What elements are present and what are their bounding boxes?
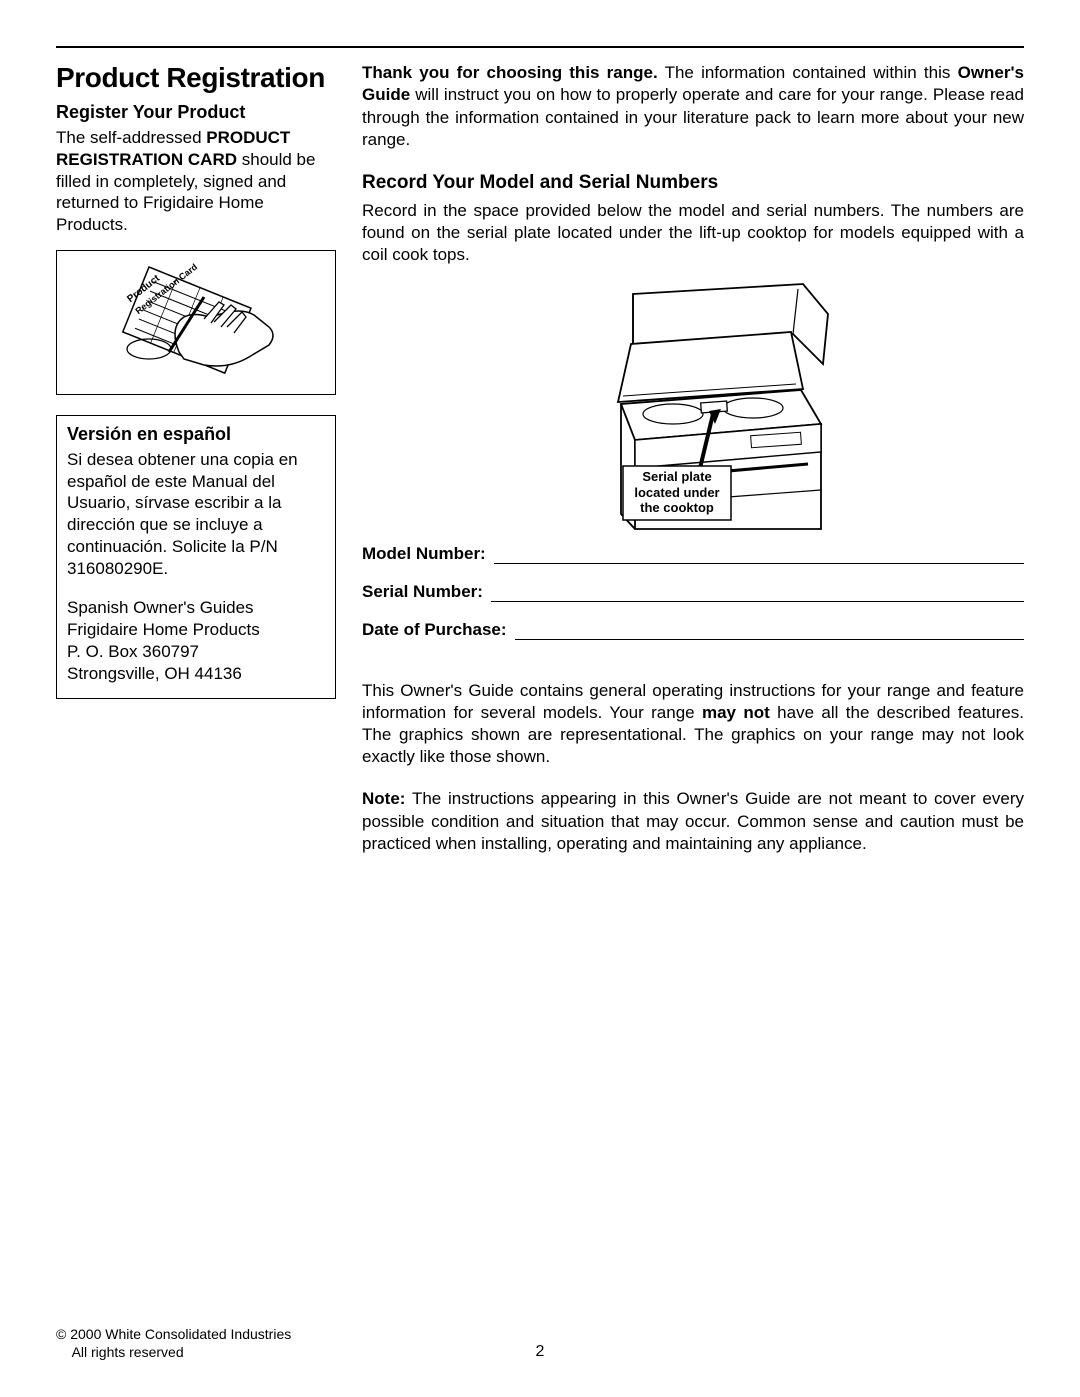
content-columns: Product Registration Register Your Produ…: [56, 62, 1024, 855]
left-column: Product Registration Register Your Produ…: [56, 62, 336, 855]
spanish-box: Versión en español Si desea obtener una …: [56, 415, 336, 700]
registration-card-illustration: Product Registration Card: [56, 250, 336, 395]
intro-paragraph: Thank you for choosing this range. The i…: [362, 62, 1024, 152]
range-illustration-icon: Serial plate located under the cooktop: [523, 274, 863, 534]
spanish-addr-l1: Spanish Owner's Guides: [67, 598, 254, 617]
intro-t2: will instruct you on how to properly ope…: [362, 85, 1024, 149]
register-text-pre: The self-addressed: [56, 128, 206, 147]
model-number-line[interactable]: [494, 548, 1024, 564]
spanish-addr-l4: Strongsville, OH 44136: [67, 664, 242, 683]
intro-t1: The information contained within this: [658, 63, 958, 82]
copyright-l2: All rights reserved: [72, 1344, 184, 1360]
purchase-date-label: Date of Purchase:: [362, 620, 507, 640]
purchase-date-line[interactable]: [515, 624, 1024, 640]
top-rule: [56, 46, 1024, 48]
register-heading: Register Your Product: [56, 102, 336, 123]
record-text: Record in the space provided below the m…: [362, 200, 1024, 266]
disclaimer-p2-bold: Note:: [362, 789, 405, 808]
serial-number-label: Serial Number:: [362, 582, 483, 602]
disclaimer-p2-text: The instructions appearing in this Owner…: [362, 789, 1024, 852]
range-diagram: Serial plate located under the cooktop: [362, 274, 1024, 534]
serial-plate-l3: the cooktop: [640, 500, 714, 515]
serial-number-field[interactable]: Serial Number:: [362, 582, 1024, 602]
serial-plate-l2: located under: [634, 485, 719, 500]
record-heading: Record Your Model and Serial Numbers: [362, 172, 1024, 194]
page: Product Registration Register Your Produ…: [0, 0, 1080, 1397]
serial-plate-l1: Serial plate: [642, 469, 711, 484]
hand-card-icon: Product Registration Card: [109, 257, 284, 387]
disclaimer-p2: Note: The instructions appearing in this…: [362, 788, 1024, 854]
copyright-l1: © 2000 White Consolidated Industries: [56, 1326, 291, 1342]
register-text: The self-addressed PRODUCT REGISTRATION …: [56, 127, 336, 236]
spanish-addr-l3: P. O. Box 360797: [67, 642, 199, 661]
page-number: 2: [536, 1343, 545, 1361]
copyright: © 2000 White Consolidated Industries All…: [56, 1325, 291, 1361]
spanish-body: Si desea obtener una copia en español de…: [67, 449, 325, 580]
right-column: Thank you for choosing this range. The i…: [362, 62, 1024, 855]
intro-b1: Thank you for choosing this range.: [362, 63, 658, 82]
page-title: Product Registration: [56, 62, 336, 94]
disclaimer-p1-bold: may not: [702, 703, 770, 722]
spanish-heading: Versión en español: [67, 424, 325, 445]
model-number-field[interactable]: Model Number:: [362, 544, 1024, 564]
model-number-label: Model Number:: [362, 544, 486, 564]
spanish-addr-l2: Frigidaire Home Products: [67, 620, 260, 639]
purchase-date-field[interactable]: Date of Purchase:: [362, 620, 1024, 640]
spanish-address: Spanish Owner's Guides Frigidaire Home P…: [67, 597, 325, 684]
serial-number-line[interactable]: [491, 586, 1024, 602]
page-footer: © 2000 White Consolidated Industries All…: [56, 1325, 1024, 1361]
disclaimer-p1: This Owner's Guide contains general oper…: [362, 680, 1024, 768]
